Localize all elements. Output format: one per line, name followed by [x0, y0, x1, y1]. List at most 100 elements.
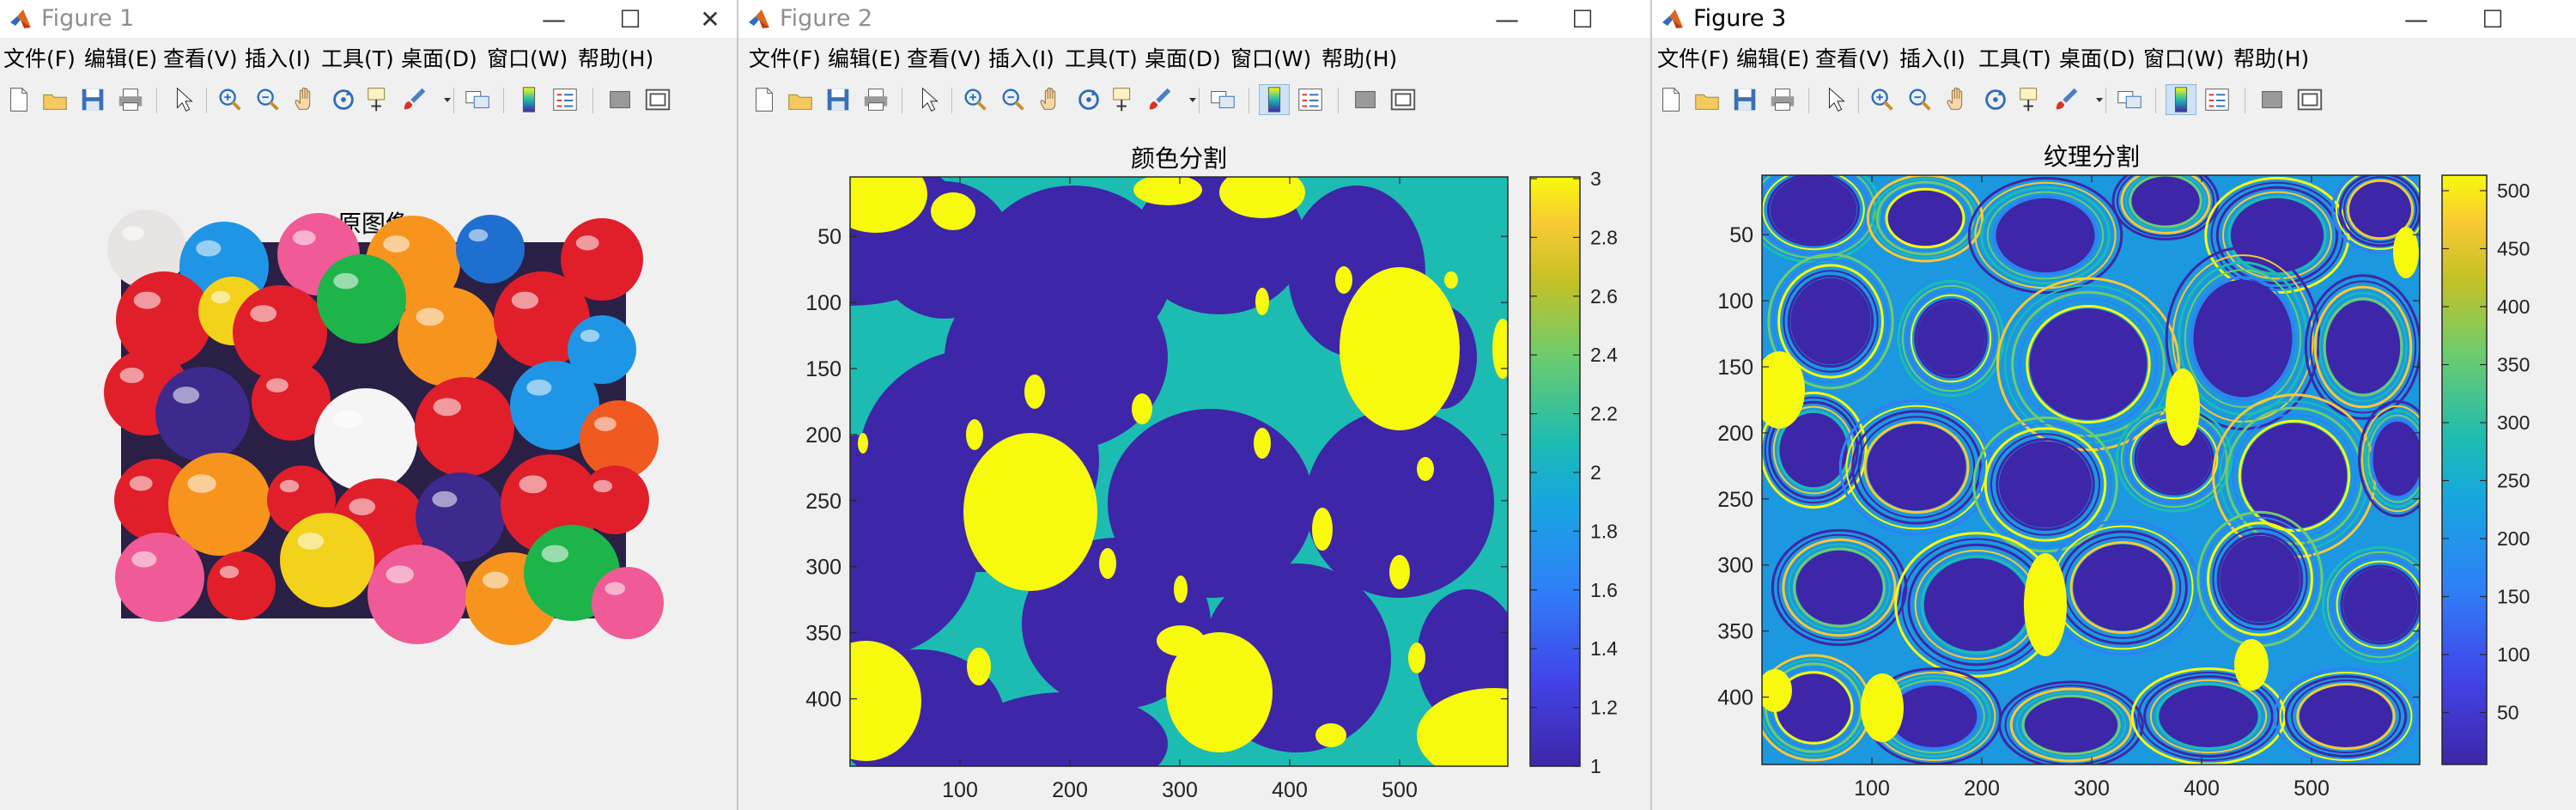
menu-view[interactable]: 查看(V): [907, 46, 981, 71]
save-icon[interactable]: [823, 84, 854, 115]
brush-icon[interactable]: [2052, 84, 2083, 115]
legend-icon[interactable]: [1295, 84, 1326, 115]
minimize-button[interactable]: —: [542, 4, 566, 33]
gumball: [592, 567, 664, 639]
menu-edit[interactable]: 编辑(E): [1736, 46, 1810, 71]
pan-hand-icon[interactable]: [1942, 84, 1973, 115]
menu-window[interactable]: 窗口(W): [487, 46, 568, 71]
colorbar-tick-label: 2.2: [1590, 403, 1618, 425]
open-file-icon[interactable]: [785, 84, 816, 115]
link-plot-icon[interactable]: [1207, 84, 1238, 115]
brush-icon[interactable]: [1145, 84, 1176, 115]
print-icon[interactable]: [1767, 84, 1798, 115]
zoom-out-icon[interactable]: [998, 84, 1029, 115]
window-title: Figure 3: [1693, 5, 1787, 32]
brush-dropdown-icon[interactable]: [441, 84, 453, 115]
pointer-icon[interactable]: [914, 84, 945, 115]
texture-edge: [2069, 541, 2176, 634]
print-icon[interactable]: [115, 84, 146, 115]
minimize-button[interactable]: —: [1495, 4, 1519, 33]
menu-insert[interactable]: 插入(I): [1899, 46, 1965, 71]
texture-edge: [2016, 691, 2126, 758]
link-plot-icon[interactable]: [2114, 84, 2145, 115]
data-cursor-icon[interactable]: [364, 84, 395, 115]
menu-window[interactable]: 窗口(W): [2143, 46, 2225, 71]
menu-file[interactable]: 文件(F): [3, 46, 76, 71]
rotate-3d-icon[interactable]: [1980, 84, 2011, 115]
hide-plot-tools-icon[interactable]: [2257, 84, 2287, 115]
new-figure-icon[interactable]: [1656, 84, 1686, 115]
zoom-in-icon[interactable]: [1867, 84, 1898, 115]
colorbar-icon[interactable]: [513, 84, 544, 115]
menu-tools[interactable]: 工具(T): [1978, 46, 2051, 71]
menu-help[interactable]: 帮助(H): [578, 46, 654, 71]
menu-desktop[interactable]: 桌面(D): [1145, 46, 1221, 71]
texture-edge: [2339, 175, 2420, 247]
maximize-button[interactable]: ☐: [2482, 4, 2504, 33]
maximize-button[interactable]: ☐: [1571, 4, 1594, 33]
rotate-3d-icon[interactable]: [1073, 84, 1104, 115]
show-plot-tools-icon[interactable]: [1388, 84, 1419, 115]
save-icon[interactable]: [1729, 84, 1760, 115]
menu-desktop[interactable]: 桌面(D): [401, 46, 477, 71]
open-file-icon[interactable]: [39, 84, 70, 115]
menu-help[interactable]: 帮助(H): [2233, 46, 2310, 71]
segment-class-1: [962, 692, 1168, 766]
figure3-titlebar[interactable]: Figure 3 — ☐: [1652, 0, 2576, 38]
pan-hand-icon[interactable]: [290, 84, 321, 115]
maximize-button[interactable]: ☐: [619, 4, 641, 33]
print-icon[interactable]: [860, 84, 891, 115]
segment-class-3: [1408, 643, 1425, 673]
menu-file[interactable]: 文件(F): [749, 46, 821, 71]
texture-edge: [2026, 305, 2151, 423]
figure1-titlebar[interactable]: Figure 1 — ☐ ✕: [0, 0, 737, 38]
hide-plot-tools-icon[interactable]: [605, 84, 635, 115]
menu-view[interactable]: 查看(V): [163, 46, 238, 71]
texture-region: [1917, 301, 1985, 376]
close-button[interactable]: ✕: [700, 4, 720, 33]
menu-file[interactable]: 文件(F): [1657, 46, 1729, 71]
menu-view[interactable]: 查看(V): [1815, 46, 1890, 71]
menu-window[interactable]: 窗口(W): [1230, 46, 1312, 71]
show-plot-tools-icon[interactable]: [642, 84, 673, 115]
y-tick-label: 250: [1717, 488, 1753, 512]
rotate-3d-icon[interactable]: [328, 84, 359, 115]
menu-tools[interactable]: 工具(T): [1065, 46, 1138, 71]
brush-icon[interactable]: [400, 84, 431, 115]
menu-edit[interactable]: 编辑(E): [828, 46, 902, 71]
menu-tools[interactable]: 工具(T): [321, 46, 394, 71]
texture-segmentation-axes: 50 100 150 200 250 300 350 400 100 200 300 400 500 5…: [1717, 174, 2530, 801]
save-icon[interactable]: [77, 84, 108, 115]
menu-help[interactable]: 帮助(H): [1321, 46, 1398, 71]
new-figure-icon[interactable]: [3, 84, 34, 115]
brush-dropdown-icon[interactable]: [1187, 84, 1199, 115]
pointer-icon[interactable]: [168, 84, 199, 115]
menu-edit[interactable]: 编辑(E): [84, 46, 158, 71]
colorbar-icon[interactable]: [2166, 84, 2196, 115]
new-figure-icon[interactable]: [749, 84, 780, 115]
texture-region: [1790, 277, 1871, 365]
figure2-titlebar[interactable]: Figure 2 — ☐: [738, 0, 1652, 38]
segment-class-3: [1132, 393, 1152, 424]
zoom-out-icon[interactable]: [252, 84, 283, 115]
menu-insert[interactable]: 插入(I): [245, 46, 311, 71]
legend-icon[interactable]: [550, 84, 580, 115]
menu-desktop[interactable]: 桌面(D): [2059, 46, 2136, 71]
zoom-out-icon[interactable]: [1905, 84, 1935, 115]
menu-insert[interactable]: 插入(I): [988, 46, 1054, 71]
pan-hand-icon[interactable]: [1036, 84, 1066, 115]
hide-plot-tools-icon[interactable]: [1350, 84, 1381, 115]
zoom-in-icon[interactable]: [215, 84, 246, 115]
data-cursor-icon[interactable]: [2016, 84, 2047, 115]
show-plot-tools-icon[interactable]: [2294, 84, 2325, 115]
pointer-icon[interactable]: [1820, 84, 1851, 115]
data-cursor-icon[interactable]: [1109, 84, 1140, 115]
colorbar-icon[interactable]: [1259, 84, 1290, 115]
link-plot-icon[interactable]: [462, 84, 493, 115]
open-file-icon[interactable]: [1692, 84, 1722, 115]
legend-icon[interactable]: [2202, 84, 2233, 115]
zoom-in-icon[interactable]: [960, 84, 991, 115]
minimize-button[interactable]: —: [2404, 4, 2428, 33]
texture-edge: [2364, 409, 2420, 509]
brush-dropdown-icon[interactable]: [2093, 84, 2105, 115]
